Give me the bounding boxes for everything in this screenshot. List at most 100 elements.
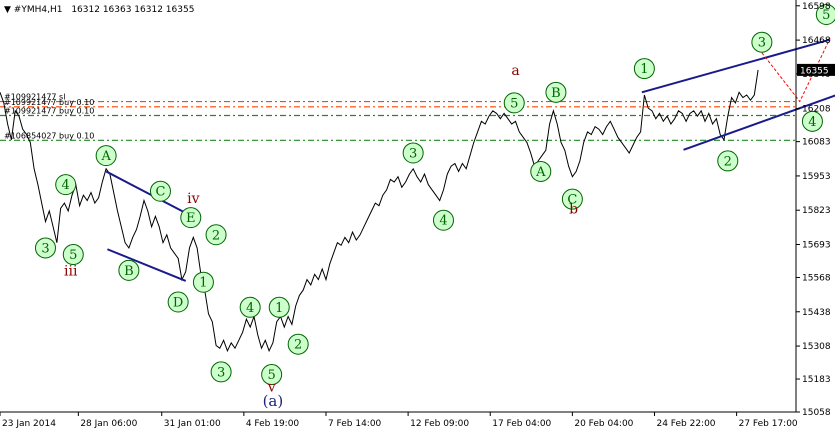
wave-degree-label: v [267, 380, 276, 396]
wave-marker: A [95, 145, 117, 167]
wave-marker-label: 1 [199, 276, 207, 291]
wave-marker: 1 [633, 58, 655, 80]
order-level-label: #109921477 buy 0.10 [4, 98, 94, 107]
wave-marker-circle [633, 58, 655, 80]
price-tick-label: 16468 [802, 36, 831, 46]
wave-marker: 5 [62, 244, 84, 266]
current-price-badge [797, 63, 835, 76]
wave-marker-circle [432, 209, 454, 231]
wave-marker: 4 [239, 296, 261, 318]
wave-marker-label: 2 [294, 338, 302, 353]
time-tick-label: 17 Feb 04:00 [492, 419, 551, 429]
wave-marker: B [118, 259, 140, 281]
wave-marker-label: C [155, 185, 165, 200]
header-symbol: #YMH4,H1 [14, 5, 63, 15]
wave-marker: A [530, 160, 552, 182]
wave-degree-label: iv [187, 191, 199, 207]
time-tick-label: 23 Jan 2014 [2, 419, 56, 429]
wave-marker-label: 4 [62, 178, 70, 193]
wave-marker-label: 3 [409, 146, 417, 161]
wave-marker: 1 [268, 296, 290, 318]
price-tick-label: 15693 [802, 241, 831, 251]
wave-marker-label: 1 [640, 62, 648, 77]
wave-marker: C [149, 180, 171, 202]
wave-marker-circle [717, 150, 739, 172]
wave-marker: E [180, 207, 202, 229]
price-tick-label: 15568 [802, 273, 831, 283]
wave-marker-circle [268, 296, 290, 318]
wave-marker-circle [118, 259, 140, 281]
wave-marker-circle [192, 271, 214, 293]
wave-marker-label: 4 [808, 115, 816, 130]
time-tick-label: 12 Feb 09:00 [410, 419, 469, 429]
wave-marker-label: C [567, 193, 577, 208]
wave-marker-label: B [551, 86, 561, 101]
wave-marker: D [167, 291, 189, 313]
wave-marker-label: B [124, 264, 134, 279]
wave-marker-label: 3 [217, 365, 225, 380]
wave-marker-label: A [535, 165, 546, 180]
wave-marker-circle [503, 92, 525, 114]
wave-degree-label: a [511, 63, 519, 79]
projection-path [761, 37, 831, 103]
trend-channel-line[interactable] [683, 94, 835, 151]
time-tick-label: 7 Feb 14:00 [328, 419, 382, 429]
wave-marker: 4 [55, 174, 77, 196]
wave-marker: 5 [503, 92, 525, 114]
chart-header: ▼ #YMH4,H1 16312 16363 16312 16355 [4, 5, 194, 15]
price-series-line [0, 69, 759, 353]
wave-degree-label: iii [64, 264, 78, 280]
wave-marker-circle [751, 31, 773, 53]
wave-marker-circle [210, 361, 232, 383]
wave-marker: 3 [34, 237, 56, 259]
wave-marker: 2 [717, 150, 739, 172]
wave-marker-label: 4 [246, 301, 254, 316]
price-tick-label: 15308 [802, 342, 831, 352]
order-level-label: #106854027 buy 0.10 [4, 131, 94, 140]
wave-marker-circle [95, 145, 117, 167]
current-price-label: 16355 [800, 66, 829, 76]
order-level-label: #109921477 buy 0.10 [4, 107, 94, 116]
wave-marker-label: 5 [822, 8, 830, 23]
wave-marker-circle [62, 244, 84, 266]
wave-marker-circle [801, 110, 823, 132]
wave-marker-circle [530, 160, 552, 182]
price-tick-label: 15183 [802, 375, 831, 385]
wave-marker: 3 [402, 142, 424, 164]
time-tick-label: 24 Feb 22:00 [656, 419, 715, 429]
price-tick-label: 15953 [802, 172, 831, 182]
wave-marker: 3 [751, 31, 773, 53]
wave-marker-circle [149, 180, 171, 202]
time-tick-label: 27 Feb 17:00 [739, 419, 798, 429]
order-level-label: #109921477 sl [4, 93, 65, 102]
wave-marker-circle [34, 237, 56, 259]
wave-marker: 3 [210, 361, 232, 383]
wave-marker-circle [180, 207, 202, 229]
trend-channel-line[interactable] [641, 38, 831, 94]
trend-channel-line[interactable] [105, 170, 193, 218]
wave-marker-circle [239, 296, 261, 318]
wave-marker-label: 5 [268, 368, 276, 383]
time-tick-label: 4 Feb 19:00 [246, 419, 300, 429]
wave-marker-circle [561, 188, 583, 210]
wave-marker-label: 5 [69, 248, 77, 263]
wave-marker: 4 [432, 209, 454, 231]
wave-marker-circle [205, 224, 227, 246]
wave-marker: 5 [261, 364, 283, 386]
wave-marker-label: 1 [275, 301, 283, 316]
header-ohlc: 16312 16363 16312 16355 [71, 5, 194, 15]
wave-marker: 1 [192, 271, 214, 293]
time-tick-label: 31 Jan 01:00 [164, 419, 221, 429]
trend-channel-line[interactable] [107, 248, 187, 282]
wave-marker: 2 [205, 224, 227, 246]
wave-marker: B [545, 81, 567, 103]
wave-marker-circle [167, 291, 189, 313]
wave-marker-circle [55, 174, 77, 196]
wave-degree-label: (a) [263, 392, 284, 410]
wave-marker-label: 2 [212, 228, 220, 243]
price-tick-label: 16208 [802, 105, 831, 115]
header-triangle-icon: ▼ [4, 5, 11, 15]
wave-degree-label: b [569, 202, 578, 218]
